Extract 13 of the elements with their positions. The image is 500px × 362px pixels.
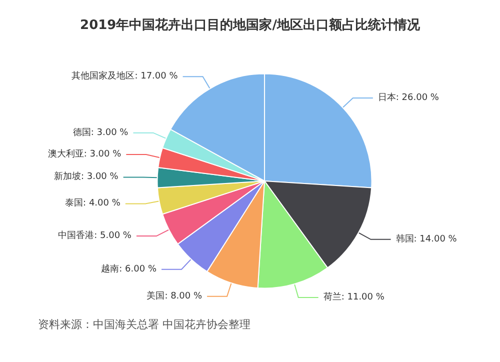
- slice-label: 泰国: 4.00 %: [65, 198, 121, 209]
- slice-label: 新加坡: 3.00 %: [54, 171, 119, 182]
- chart-title: 2019年中国花卉出口目的地国家/地区出口额占比统计情况: [80, 17, 421, 33]
- slice-label: 澳大利亚: 3.00 %: [48, 148, 122, 160]
- text: 资料来源：中国海关总署 中国花卉协会整理: [38, 318, 250, 331]
- slice-label: 越南: 6.00 %: [101, 263, 157, 274]
- slice-label: 中国香港: 5.00 %: [58, 230, 132, 242]
- slice-label: 韩国: 14.00 %: [396, 233, 458, 244]
- slice-label: 其他国家及地区: 17.00 %: [72, 70, 178, 82]
- slice-label: 日本: 26.00 %: [378, 92, 440, 103]
- slice-label: 美国: 8.00 %: [146, 290, 202, 302]
- slice-label: 德国: 3.00 %: [72, 126, 129, 138]
- slice-label: 荷兰: 11.00 %: [323, 291, 385, 302]
